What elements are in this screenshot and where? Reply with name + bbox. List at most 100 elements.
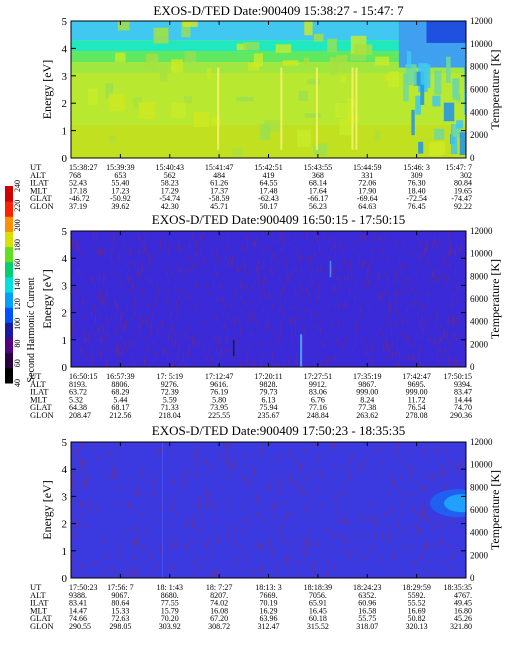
heatmap-noise — [313, 569, 316, 577]
heatmap-noise — [312, 322, 315, 329]
heatmap-noise — [384, 315, 386, 321]
table-cell: 15:47: 7 — [446, 163, 472, 172]
heatmap-noise — [126, 304, 128, 311]
heatmap-noise — [424, 516, 426, 525]
heatmap-noise — [295, 359, 298, 366]
heatmap-noise — [396, 335, 398, 343]
table-cell: 9912. — [309, 380, 327, 389]
heatmap-noise — [226, 492, 229, 501]
table-cell: 312.47 — [258, 622, 280, 631]
heatmap-cell — [114, 52, 126, 62]
heatmap-cell — [388, 71, 400, 88]
y2-tick-label: 0 — [470, 362, 475, 372]
heatmap-noise — [362, 259, 364, 268]
table-cell: 18:18:39 — [304, 583, 332, 592]
heatmap-noise — [270, 469, 273, 477]
table-row-label: ILAT — [30, 178, 49, 188]
table-cell: 71.33 — [161, 403, 179, 412]
table-cell: 83.41 — [69, 599, 87, 608]
heatmap-noise — [334, 366, 336, 367]
heatmap-noise — [116, 344, 119, 349]
heatmap-noise — [153, 490, 156, 499]
heatmap-noise — [375, 518, 378, 527]
heatmap-noise — [204, 522, 207, 527]
heatmap-noise — [163, 242, 166, 247]
heatmap-noise — [333, 465, 336, 470]
heatmap-noise — [303, 447, 306, 454]
heatmap-noise — [285, 501, 288, 505]
heatmap-noise — [166, 443, 169, 450]
y-tick-label: 2 — [62, 519, 68, 531]
heatmap-noise — [81, 512, 83, 518]
heatmap-noise — [136, 266, 139, 274]
table-cell: 64.63 — [358, 202, 376, 211]
heatmap-noise — [105, 359, 108, 367]
heatmap-cell — [443, 102, 455, 122]
heatmap-noise — [142, 566, 145, 574]
heatmap-noise — [455, 575, 457, 578]
heatmap-noise — [166, 351, 169, 360]
heatmap-noise — [79, 442, 82, 449]
heatmap-noise — [363, 285, 366, 291]
heatmap-cell — [315, 67, 318, 150]
heatmap-noise — [97, 238, 99, 242]
heatmap-noise — [174, 497, 176, 505]
heatmap-noise — [441, 523, 443, 531]
y2-tick-label: 2000 — [470, 339, 489, 349]
table-cell: 9067. — [111, 591, 129, 600]
heatmap-noise — [138, 334, 140, 341]
heatmap-noise — [144, 235, 147, 243]
heatmap-noise — [185, 546, 188, 552]
heatmap-noise — [427, 516, 429, 524]
heatmap-noise — [183, 338, 185, 342]
heatmap-noise — [241, 544, 244, 552]
panel-3: EXOS-D/TED Date:900409 17:50:23 - 18:35:… — [30, 423, 502, 631]
heatmap-noise — [326, 558, 328, 566]
y2-tick-label: 10000 — [470, 460, 493, 470]
table-cell: 63.72 — [69, 388, 87, 397]
heatmap-noise — [115, 572, 117, 578]
heatmap-noise — [397, 450, 399, 457]
heatmap-noise — [80, 316, 83, 324]
heatmap-noise — [183, 522, 185, 528]
heatmap-cell — [418, 141, 424, 154]
y2-tick-label: 4000 — [470, 317, 489, 327]
heatmap-noise — [93, 231, 95, 238]
heatmap-noise — [116, 333, 118, 339]
heatmap-noise — [407, 337, 410, 342]
heatmap-noise — [337, 286, 340, 291]
heatmap-noise — [258, 554, 261, 559]
table-row-label: ILAT — [30, 598, 49, 608]
heatmap-noise — [98, 272, 101, 281]
heatmap-cell — [384, 74, 392, 82]
heatmap-noise — [459, 460, 462, 468]
heatmap-noise — [259, 341, 262, 346]
heatmap-noise — [191, 263, 194, 267]
heatmap-noise — [255, 266, 257, 273]
heatmap-noise — [71, 322, 74, 330]
heatmap-noise — [426, 300, 429, 304]
heatmap-noise — [315, 233, 317, 242]
y2-tick-label: 12000 — [470, 16, 493, 26]
heatmap-noise — [368, 453, 370, 458]
table-cell: -74.47 — [451, 194, 472, 203]
table-cell: 17.64 — [309, 186, 327, 195]
heatmap-noise — [420, 251, 423, 259]
heatmap-noise — [167, 264, 169, 269]
heatmap-noise — [122, 529, 125, 535]
heatmap-noise — [325, 357, 328, 365]
heatmap-noise — [396, 361, 399, 366]
heatmap-noise — [341, 489, 343, 494]
heatmap-noise — [74, 239, 77, 246]
heatmap-noise — [127, 275, 129, 283]
heatmap-cell — [275, 44, 292, 53]
heatmap-noise — [414, 341, 416, 348]
heatmap-noise — [277, 481, 280, 488]
heatmap-noise — [368, 536, 371, 541]
heatmap-noise — [280, 328, 282, 337]
heatmap-noise — [93, 445, 96, 452]
heatmap-noise — [334, 353, 336, 359]
heatmap-noise — [438, 270, 441, 279]
heatmap-noise — [170, 361, 173, 367]
heatmap-noise — [347, 466, 349, 474]
